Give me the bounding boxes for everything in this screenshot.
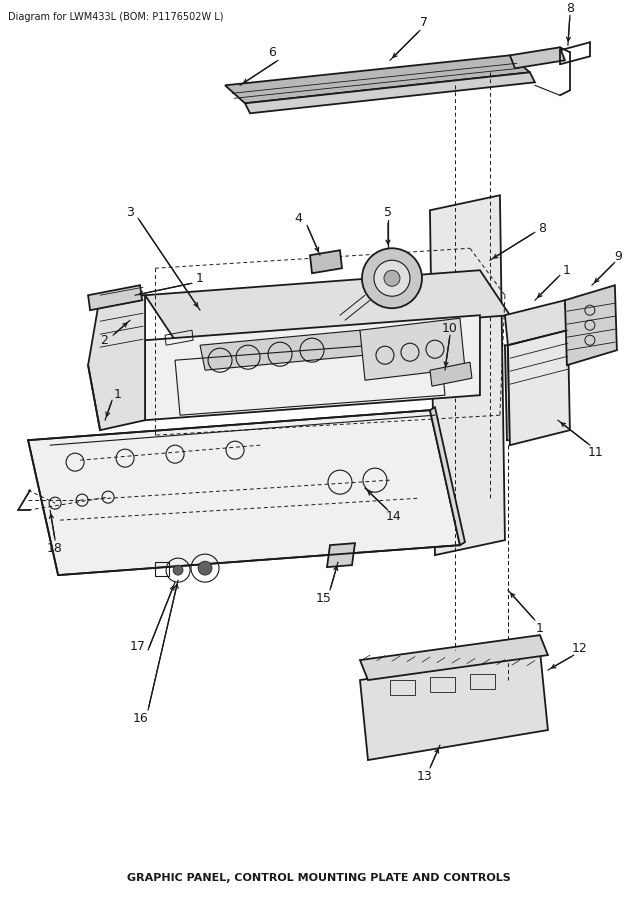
Polygon shape <box>200 330 365 370</box>
Polygon shape <box>505 346 510 440</box>
Text: 2: 2 <box>100 334 108 346</box>
Text: 1: 1 <box>563 264 571 276</box>
Circle shape <box>384 270 400 286</box>
Text: 1: 1 <box>536 622 544 634</box>
Polygon shape <box>88 295 145 430</box>
Text: 7: 7 <box>420 16 428 29</box>
Polygon shape <box>245 72 535 113</box>
Text: 18: 18 <box>47 542 63 554</box>
Text: 14: 14 <box>386 509 402 523</box>
Text: 16: 16 <box>132 712 148 724</box>
Text: 5: 5 <box>384 206 392 219</box>
Bar <box>155 562 169 576</box>
Polygon shape <box>508 330 570 446</box>
Polygon shape <box>510 48 565 68</box>
Polygon shape <box>310 250 342 274</box>
Polygon shape <box>327 543 355 567</box>
Text: GRAPHIC PANEL, CONTROL MOUNTING PLATE AND CONTROLS: GRAPHIC PANEL, CONTROL MOUNTING PLATE AN… <box>127 873 511 883</box>
Text: 8: 8 <box>566 2 574 14</box>
Polygon shape <box>88 285 142 310</box>
Polygon shape <box>360 635 548 680</box>
Bar <box>470 674 495 689</box>
Text: 10: 10 <box>442 321 458 335</box>
Polygon shape <box>430 362 472 386</box>
Text: 11: 11 <box>588 446 604 459</box>
Text: 1: 1 <box>196 272 204 284</box>
Text: 17: 17 <box>130 640 146 652</box>
Circle shape <box>362 248 422 308</box>
Text: 15: 15 <box>316 591 332 605</box>
Polygon shape <box>505 301 568 346</box>
Polygon shape <box>430 407 465 545</box>
Circle shape <box>374 260 410 296</box>
Text: Diagram for LWM433L (BOM: P1176502W L): Diagram for LWM433L (BOM: P1176502W L) <box>8 13 223 22</box>
Text: 1: 1 <box>114 388 122 400</box>
Polygon shape <box>28 410 460 575</box>
Bar <box>430 677 455 692</box>
Circle shape <box>173 565 183 575</box>
Polygon shape <box>565 285 617 365</box>
Polygon shape <box>225 55 530 104</box>
Polygon shape <box>145 315 480 420</box>
Text: 8: 8 <box>538 221 546 235</box>
Text: 13: 13 <box>417 770 433 782</box>
Polygon shape <box>360 319 465 380</box>
Text: 4: 4 <box>294 212 302 225</box>
Text: 6: 6 <box>268 46 276 58</box>
Circle shape <box>198 561 212 575</box>
Polygon shape <box>430 195 505 555</box>
Polygon shape <box>145 270 510 340</box>
Polygon shape <box>360 650 548 760</box>
Text: 9: 9 <box>614 249 622 263</box>
Bar <box>390 680 415 695</box>
Text: 12: 12 <box>572 642 588 654</box>
Text: 3: 3 <box>126 206 134 219</box>
